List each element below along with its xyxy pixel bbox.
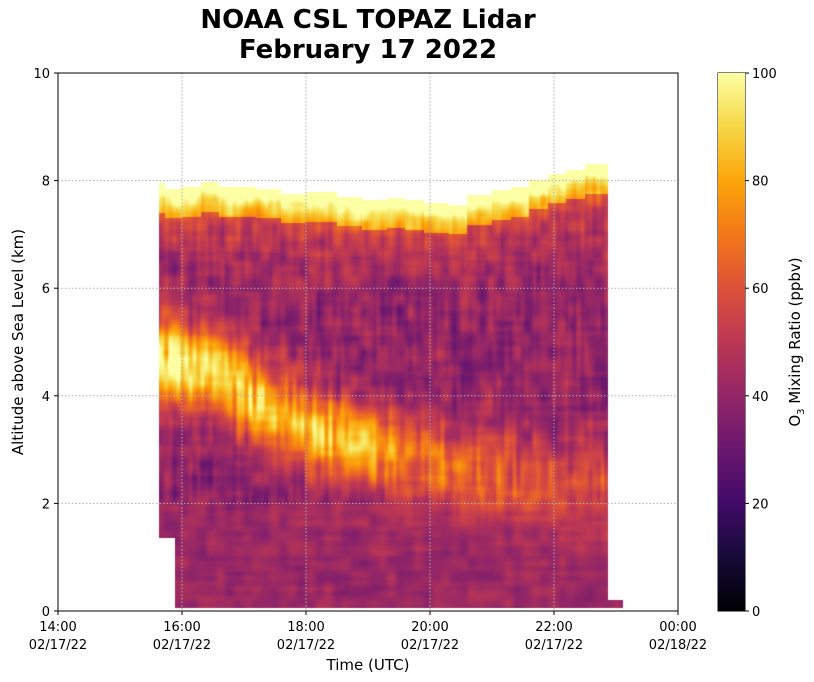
- x-tick-label-date: 02/18/22: [649, 638, 707, 653]
- plot-frame: [57, 72, 679, 612]
- colorbar-tick-label: 40: [752, 390, 769, 405]
- colorbar-tick-label: 80: [752, 175, 769, 190]
- x-tick-label-time: 18:00: [287, 620, 324, 635]
- x-tick-label-time: 16:00: [163, 620, 200, 635]
- x-tick-label-date: 02/17/22: [277, 638, 335, 653]
- y-tick-label: 8: [42, 175, 50, 190]
- gridlines: [58, 73, 678, 611]
- ozone-curtain-heatmap: [58, 73, 678, 611]
- x-tick-label-time: 22:00: [535, 620, 572, 635]
- x-tick-label-date: 02/17/22: [401, 638, 459, 653]
- colorbar-tick-label: 100: [752, 67, 777, 82]
- chart-title: NOAA CSL TOPAZ Lidar February 17 2022: [58, 5, 678, 65]
- colorbar-label: O3 Mixing Ratio (ppbv): [786, 257, 807, 426]
- y-tick-label: 4: [42, 390, 50, 405]
- colorbar-axis: 0 20 40 60 80 100: [745, 67, 777, 620]
- x-tick-label-time: 20:00: [411, 620, 448, 635]
- x-axis: 14:00 02/17/22 16:00 02/17/22 18:00 02/17/22 2…: [29, 611, 707, 653]
- chart-title-line-2: February 17 2022: [238, 35, 498, 65]
- chart-title-line-1: NOAA CSL TOPAZ Lidar: [200, 5, 536, 35]
- y-axis: 0 2 4 6 8 10: [33, 67, 58, 620]
- x-tick-label-time: 14:00: [39, 620, 76, 635]
- y-tick-label: 2: [42, 497, 50, 512]
- x-tick-label-date: 02/17/22: [29, 638, 87, 653]
- x-tick-label-date: 02/17/22: [525, 638, 583, 653]
- x-tick-label-time: 00:00: [659, 620, 696, 635]
- colorbar-gradient: [718, 73, 745, 611]
- colorbar-tick-label: 0: [752, 605, 760, 620]
- x-tick-label-date: 02/17/22: [153, 638, 211, 653]
- y-tick-label: 10: [33, 67, 50, 82]
- colorbar-tick-label: 60: [752, 282, 769, 297]
- y-tick-label: 6: [42, 282, 50, 297]
- y-axis-label: Altitude above Sea Level (km): [9, 229, 27, 455]
- x-axis-label: Time (UTC): [326, 656, 410, 674]
- y-tick-label: 0: [42, 605, 50, 620]
- colorbar-tick-label: 20: [752, 497, 769, 512]
